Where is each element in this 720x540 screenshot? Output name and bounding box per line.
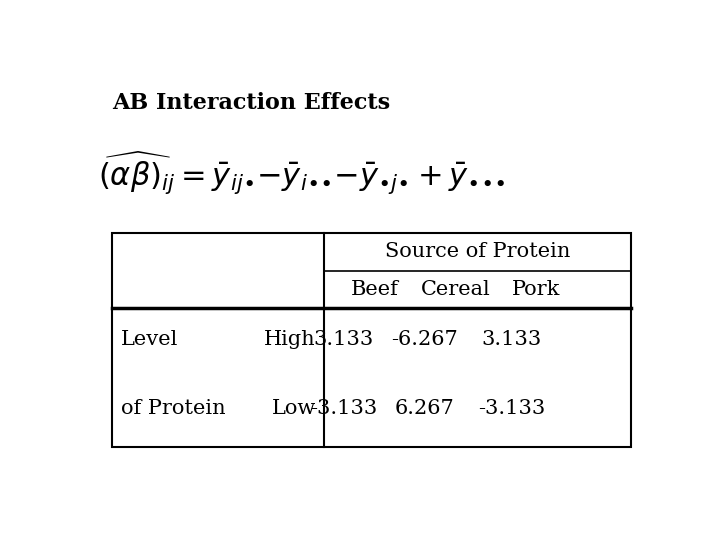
Text: of Protein: of Protein <box>121 400 225 419</box>
Text: Cereal: Cereal <box>420 280 490 299</box>
Text: Low: Low <box>271 400 316 419</box>
Text: -3.133: -3.133 <box>310 400 377 419</box>
Text: -3.133: -3.133 <box>477 400 545 419</box>
Bar <box>112 233 631 447</box>
Text: Level: Level <box>121 330 178 349</box>
Text: Source of Protein: Source of Protein <box>385 242 570 261</box>
Text: $\widehat{(\alpha\beta)}_{ij} = \bar{y}_{ij{\bullet}}\mathrm{-}\bar{y}_{i{\bulle: $\widehat{(\alpha\beta)}_{ij} = \bar{y}_… <box>99 149 505 197</box>
Text: High: High <box>264 330 316 349</box>
Text: Pork: Pork <box>512 280 561 299</box>
Text: 6.267: 6.267 <box>395 400 454 419</box>
Text: Beef: Beef <box>351 280 398 299</box>
Text: 3.133: 3.133 <box>481 330 541 349</box>
Text: AB Interaction Effects: AB Interaction Effects <box>112 92 390 114</box>
Text: 3.133: 3.133 <box>314 330 374 349</box>
Text: -6.267: -6.267 <box>392 330 458 349</box>
